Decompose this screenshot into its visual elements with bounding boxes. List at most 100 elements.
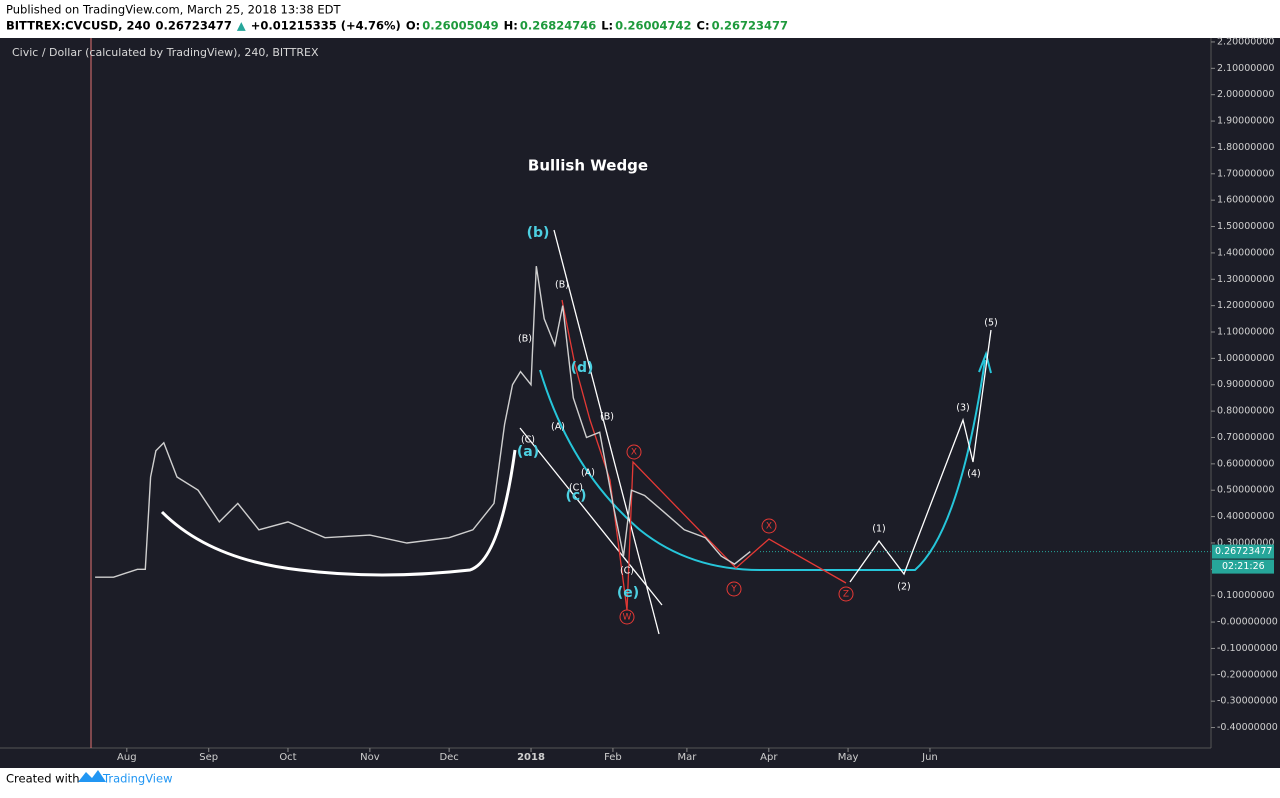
wedge-line: [519, 427, 663, 606]
annotation: (4): [967, 469, 980, 480]
red-wave: [561, 299, 628, 611]
y-tick-label: 1.70000000: [1217, 168, 1274, 179]
y-tick-label: -0.20000000: [1217, 669, 1278, 680]
annotation: (a): [517, 444, 539, 460]
drawings: [160, 229, 992, 635]
y-tick-label: 2.20000000: [1217, 36, 1274, 47]
y-tick-label: 0.90000000: [1217, 379, 1274, 390]
x-tick-label: Dec: [439, 752, 458, 763]
y-tick-label: 1.30000000: [1217, 274, 1274, 285]
quote-item: 0.26005049: [422, 19, 498, 33]
annotation: Bullish Wedge: [528, 157, 648, 175]
logo: [78, 770, 106, 782]
x-tick-label: Nov: [360, 752, 380, 763]
quote-item: 0.26723477: [156, 19, 232, 33]
countdown-box: [1212, 559, 1274, 574]
quote-item: BITTREX:CVCUSD, 240: [6, 19, 151, 33]
y-tick-label: 1.00000000: [1217, 353, 1274, 364]
y-tick-label: 0.30000000: [1217, 537, 1274, 548]
x-tick-label: Aug: [117, 752, 137, 763]
wedge-line: [553, 229, 660, 635]
published-line: Published on TradingView.com, March 25, …: [6, 3, 341, 17]
y-tick-label: 1.50000000: [1217, 221, 1274, 232]
x-tick-label: Sep: [199, 752, 218, 763]
x-tick-label: Mar: [677, 752, 697, 763]
annotation: X: [631, 448, 637, 458]
x-tick-label: May: [838, 752, 859, 763]
price-label-box: [1212, 544, 1274, 559]
y-tick-label: 0.70000000: [1217, 432, 1274, 443]
annotation: (b): [527, 225, 550, 241]
cyan-curve: [539, 359, 986, 571]
y-tick-label: 1.10000000: [1217, 327, 1274, 338]
x-tick-label: Feb: [604, 752, 622, 763]
x-tick-label: 2018: [517, 752, 545, 763]
x-tick-label: Jun: [921, 752, 938, 763]
annotation: (A): [581, 468, 595, 479]
y-tick-label: 0.60000000: [1217, 458, 1274, 469]
y-tick-label: 2.00000000: [1217, 89, 1274, 100]
wave-circle: [619, 609, 635, 625]
projection: [849, 329, 992, 583]
quote-item: 0.26723477: [712, 19, 788, 33]
annotation: (e): [617, 585, 639, 601]
wave-circle: [838, 586, 854, 602]
price-label: 0.26723477: [1215, 546, 1272, 557]
y-tick-label: 1.80000000: [1217, 142, 1274, 153]
quote-item: 0.26824746: [520, 19, 596, 33]
y-tick-label: -0.30000000: [1217, 696, 1278, 707]
annotation: (3): [956, 403, 969, 414]
wave-circle: [726, 581, 742, 597]
quote-item: 0.26004742: [615, 19, 691, 33]
y-tick-label: -0.40000000: [1217, 722, 1278, 733]
countdown: 02:21:26: [1222, 561, 1265, 572]
annotation: (d): [571, 360, 594, 376]
annotation: X: [766, 522, 772, 532]
quote-item: ▲: [237, 19, 246, 33]
quote-line: BITTREX:CVCUSD, 240 0.26723477 ▲ +0.0121533…: [6, 19, 788, 33]
y-tick-label: -0.10000000: [1217, 643, 1278, 654]
annotation: (B): [600, 412, 614, 423]
cyan-arrow: [978, 350, 992, 374]
chart-title: Civic / Dollar (calculated by TradingVie…: [12, 46, 319, 59]
annotation: (1): [872, 524, 885, 535]
y-tick-label: 1.40000000: [1217, 247, 1274, 258]
cup-curve: [160, 449, 517, 577]
y-tick-label: 1.90000000: [1217, 116, 1274, 127]
annotation: Z: [843, 590, 849, 600]
y-tick-label: -0.00000000: [1217, 617, 1278, 628]
price-line: [95, 265, 751, 578]
annotation: (B): [518, 334, 532, 345]
y-tick-label: 0.10000000: [1217, 590, 1274, 601]
annotation: (B): [555, 280, 569, 291]
annotation: W: [623, 613, 632, 623]
annotation: (A): [551, 422, 565, 433]
footer-created: Created with: [6, 772, 80, 786]
quote-item: +0.01215335 (+4.76%): [251, 19, 401, 33]
annotation: (2): [897, 582, 910, 593]
x-tick-label: Oct: [279, 752, 296, 763]
annotation: (C): [521, 435, 535, 446]
annotation: (C): [569, 483, 583, 494]
x-tick-label: Apr: [760, 752, 778, 763]
annotation: (5): [984, 318, 997, 329]
quote-item: L:: [601, 19, 613, 33]
red-wave: [626, 460, 847, 611]
annotation: Y: [730, 585, 737, 595]
y-tick-label: 0.80000000: [1217, 406, 1274, 417]
quote-item: O:: [406, 19, 420, 33]
wave-circle: [626, 444, 642, 460]
quote-item: H:: [504, 19, 518, 33]
quote-item: C:: [697, 19, 710, 33]
y-tick-label: 0.40000000: [1217, 511, 1274, 522]
wave-circle: [761, 518, 777, 534]
y-tick-label: 1.60000000: [1217, 195, 1274, 206]
chart-bg: [0, 38, 1280, 768]
y-tick-label: 0.50000000: [1217, 485, 1274, 496]
y-tick-label: 2.10000000: [1217, 63, 1274, 74]
y-tick-label: 1.20000000: [1217, 300, 1274, 311]
footer-brand[interactable]: TradingView: [102, 772, 172, 786]
annotation: (C): [620, 566, 634, 577]
